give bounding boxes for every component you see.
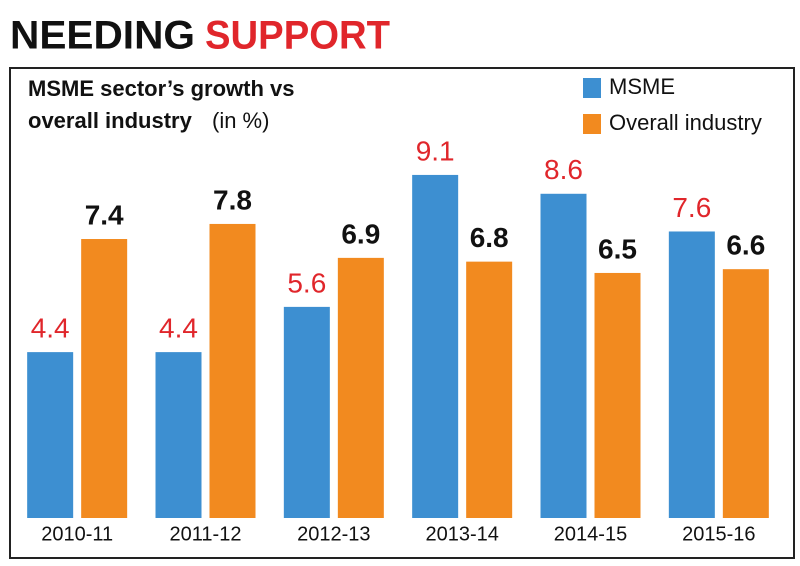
data-label: 7.6	[672, 192, 711, 223]
data-label: 7.4	[85, 199, 124, 230]
legend-swatch	[583, 114, 601, 134]
chart-title: SUPPORT	[205, 14, 390, 58]
bar	[155, 352, 202, 518]
chart-frame	[9, 67, 795, 559]
legend-label: Overall industry	[609, 110, 762, 135]
bar	[27, 352, 74, 518]
data-label: 4.4	[31, 313, 70, 344]
data-label: 4.4	[159, 313, 198, 344]
x-tick-label: 2013-14	[425, 523, 498, 545]
chart-subtitle: overall industry	[28, 108, 193, 133]
bar	[668, 231, 715, 519]
data-label: 6.5	[598, 233, 637, 264]
x-tick-label: 2010-11	[41, 523, 113, 545]
chart-subtitle: MSME sector’s growth vs	[28, 76, 295, 101]
bar	[283, 306, 330, 518]
chart-subtitle: (in %)	[212, 108, 269, 133]
legend-label: MSME	[609, 74, 675, 99]
data-label: 8.6	[544, 154, 583, 185]
x-tick-label: 2014-15	[554, 523, 627, 545]
x-tick-label: 2012-13	[297, 523, 370, 545]
bar	[412, 174, 459, 518]
bar	[209, 223, 256, 518]
bar	[337, 257, 384, 518]
data-label: 6.9	[341, 218, 380, 249]
bar	[722, 269, 769, 518]
legend-swatch	[583, 78, 601, 98]
bar	[466, 261, 513, 518]
data-label: 6.8	[470, 222, 509, 253]
data-label: 6.6	[726, 230, 765, 261]
bar	[81, 239, 128, 518]
chart-title: NEEDING	[10, 14, 195, 58]
data-label: 9.1	[416, 135, 455, 166]
x-tick-label: 2015-16	[682, 523, 755, 545]
data-label: 5.6	[287, 267, 326, 298]
data-label: 7.8	[213, 184, 252, 215]
bar	[594, 272, 641, 518]
bar	[540, 193, 587, 518]
x-tick-label: 2011-12	[170, 523, 242, 545]
